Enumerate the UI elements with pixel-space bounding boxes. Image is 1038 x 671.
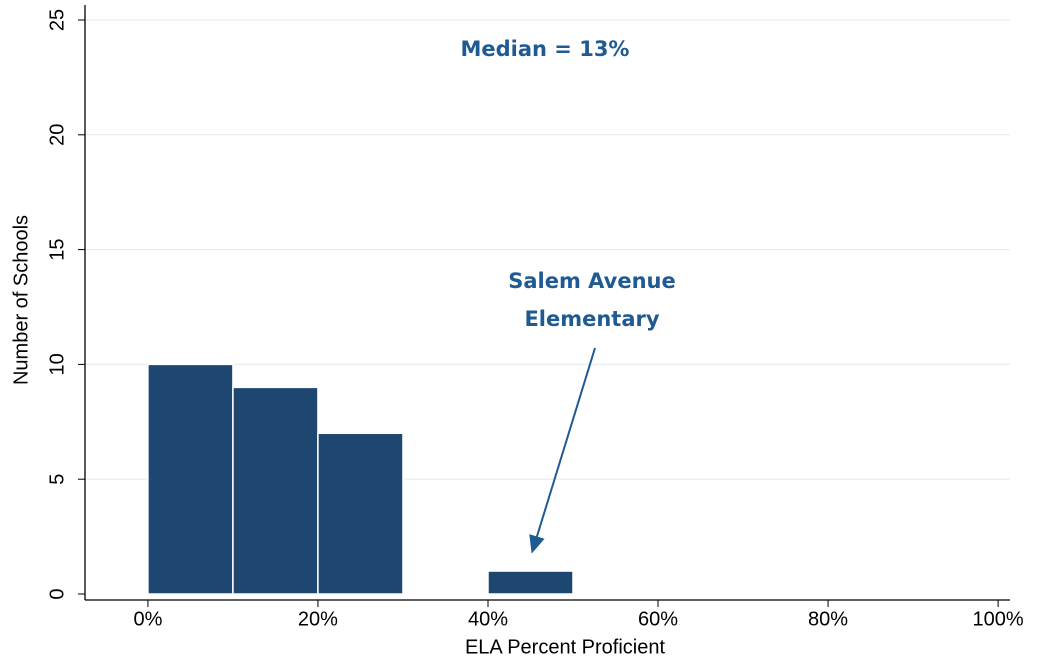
annotation: Elementary — [524, 307, 659, 331]
y-tick-label: 0 — [46, 588, 68, 599]
y-tick-label: 10 — [46, 353, 68, 375]
x-axis-label: ELA Percent Proficient — [465, 636, 666, 658]
annotation-arrow — [529, 347, 596, 554]
annotation: Median = 13% — [461, 37, 630, 61]
x-tick-label: 100% — [973, 608, 1024, 630]
bar — [232, 386, 319, 595]
bar — [147, 363, 234, 595]
x-tick-label: 60% — [638, 608, 678, 630]
y-axis-label: Number of Schools — [10, 215, 32, 385]
x-tick-label: 80% — [808, 608, 848, 630]
y-tick-label: 25 — [46, 9, 68, 31]
x-tick-label: 20% — [298, 608, 338, 630]
x-tick-label: 0% — [133, 608, 162, 630]
y-tick-label: 5 — [46, 474, 68, 485]
y-tick-label: 15 — [46, 238, 68, 260]
annotation: Salem Avenue — [508, 269, 676, 293]
y-tick-label: 20 — [46, 124, 68, 146]
bar — [317, 432, 404, 595]
bar — [487, 570, 574, 595]
x-tick-label: 40% — [468, 608, 508, 630]
